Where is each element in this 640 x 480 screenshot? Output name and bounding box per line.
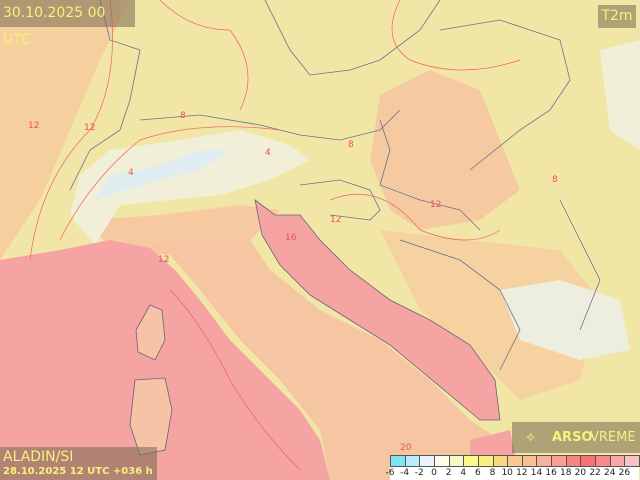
svg-text:8: 8 [348, 140, 354, 150]
legend-label: 24 [603, 468, 616, 478]
legend-swatch [551, 455, 567, 467]
legend-swatch [609, 455, 626, 467]
warm-land-west [0, 0, 130, 260]
legend-swatch [492, 455, 509, 467]
legend-label: 26 [618, 468, 631, 478]
legend-swatch [580, 455, 597, 467]
legend-label: 6 [475, 468, 481, 478]
legend-swatch [521, 455, 538, 467]
svg-text:4: 4 [265, 148, 271, 158]
legend-label: -4 [400, 468, 410, 478]
tyrrhenian-sea [0, 240, 330, 480]
svg-text:4: 4 [128, 168, 134, 178]
adriatic-sea [254, 199, 501, 421]
legend-swatch [448, 455, 465, 467]
isotherm-contours [29, 0, 521, 471]
svg-text:8: 8 [180, 111, 186, 121]
legend-label: 20 [574, 468, 587, 478]
legend-label: 0 [431, 468, 437, 478]
svg-text:8: 8 [552, 175, 558, 185]
model-info: ALADIN/SI 28.10.2025 12 UTC +036 h [0, 447, 157, 480]
brand-light: VREME [590, 430, 636, 445]
model-run: 28.10.2025 12 UTC +036 h [3, 466, 153, 477]
carpathian-cold [600, 40, 640, 150]
parameter-label: T2m [598, 5, 636, 28]
legend-label: 18 [560, 468, 572, 478]
svg-text:12: 12 [430, 200, 441, 210]
model-name: ALADIN/SI [3, 449, 74, 465]
legend-label: 22 [589, 468, 601, 478]
valid-time-label: 30.10.2025 00 UTC [0, 0, 135, 48]
legend-swatch [624, 455, 640, 467]
legend-swatch [390, 455, 406, 467]
svg-text:20: 20 [400, 443, 412, 453]
svg-text:12: 12 [84, 123, 95, 133]
italy-peninsula [110, 240, 500, 480]
warm-land-po-valley [90, 205, 280, 250]
balkan-cold [500, 280, 630, 360]
brand-bold: ARSO [552, 430, 593, 445]
legend-label: 16 [545, 468, 557, 478]
svg-text:12: 12 [330, 215, 341, 225]
legend-label: 8 [489, 468, 496, 478]
temperature-legend: -6 -4 -2 0 2 4 6 8 10 12 14 16 18 20 22 24 26 [386, 455, 640, 480]
legend-swatch [463, 455, 479, 467]
legend-label: -6 [385, 468, 395, 478]
legend-label: 10 [501, 468, 513, 478]
legend-label: 2 [445, 468, 452, 478]
corsica [135, 304, 166, 361]
alps-cold-band [70, 130, 310, 245]
legend-label: 12 [516, 468, 528, 478]
svg-text:12: 12 [28, 121, 39, 131]
arso-brand: ⟡ ARSO VREME [512, 422, 640, 453]
legend-swatch [433, 455, 450, 467]
legend-swatch [477, 455, 494, 467]
legend-label: 4 [460, 468, 467, 478]
country-borders [69, 0, 601, 371]
legend-swatch [595, 455, 611, 467]
legend-label: 14 [530, 468, 543, 478]
warm-land-pannonia [370, 70, 520, 230]
legend-swatch [565, 455, 582, 467]
sardinia [129, 377, 173, 456]
legend-swatch [507, 455, 523, 467]
legend-swatch [404, 455, 421, 467]
legend-swatch [536, 455, 553, 467]
contour-labels: 12 12 12 8 8 4 4 12 12 16 8 20 [28, 111, 558, 453]
legend-label: -2 [414, 468, 424, 478]
arso-logo-icon: ⟡ [526, 429, 536, 445]
svg-text:16: 16 [285, 233, 297, 243]
warm-land-balkans [380, 230, 600, 400]
alps-snow-patches [95, 150, 230, 200]
legend-swatch [419, 455, 435, 467]
svg-text:12: 12 [158, 255, 169, 265]
